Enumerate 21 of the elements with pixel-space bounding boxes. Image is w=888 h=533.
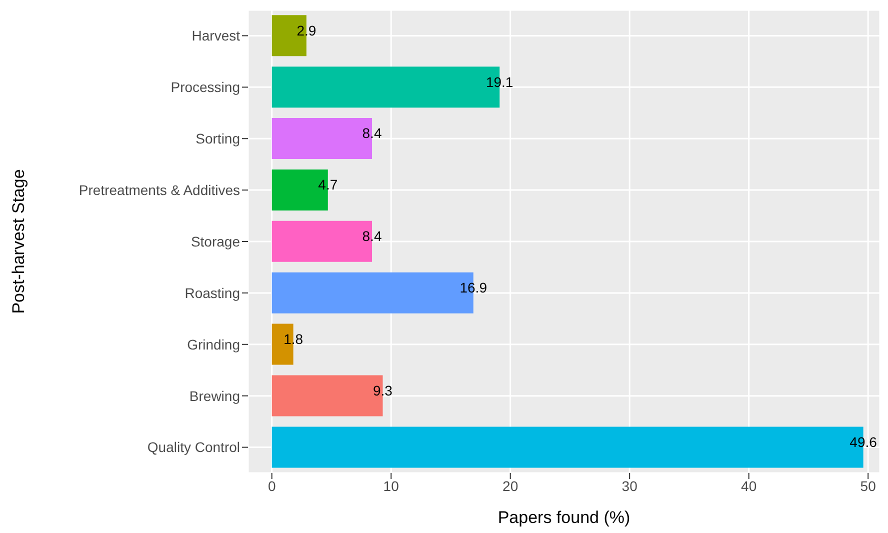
y-axis-title: Post-harvest Stage: [9, 169, 28, 314]
y-tick-label: Grinding: [187, 336, 240, 352]
x-tick-label: 40: [741, 478, 757, 494]
x-tick-label: 20: [502, 478, 518, 494]
data-label: 9.3: [373, 382, 393, 398]
y-tick-label: Sorting: [196, 130, 240, 147]
y-tick-label: Pretreatments & Additives: [78, 182, 240, 198]
x-axis-title: Papers found (%): [498, 508, 630, 527]
y-tick-label: Quality Control: [147, 439, 240, 456]
x-tick-label: 50: [860, 478, 876, 494]
data-label: 8.4: [362, 125, 382, 142]
y-tick-label: Brewing: [189, 388, 240, 404]
y-tick-label: Roasting: [184, 284, 240, 301]
y-tick-label: Harvest: [192, 28, 240, 44]
y-tick-label: Processing: [170, 79, 240, 96]
x-tick-label: 30: [622, 478, 638, 494]
data-label: 16.9: [460, 280, 488, 296]
y-tick-label: Storage: [190, 233, 240, 250]
x-tick-label: 10: [383, 478, 400, 494]
x-tick-label: 0: [268, 478, 276, 494]
data-label: 8.4: [362, 228, 382, 244]
